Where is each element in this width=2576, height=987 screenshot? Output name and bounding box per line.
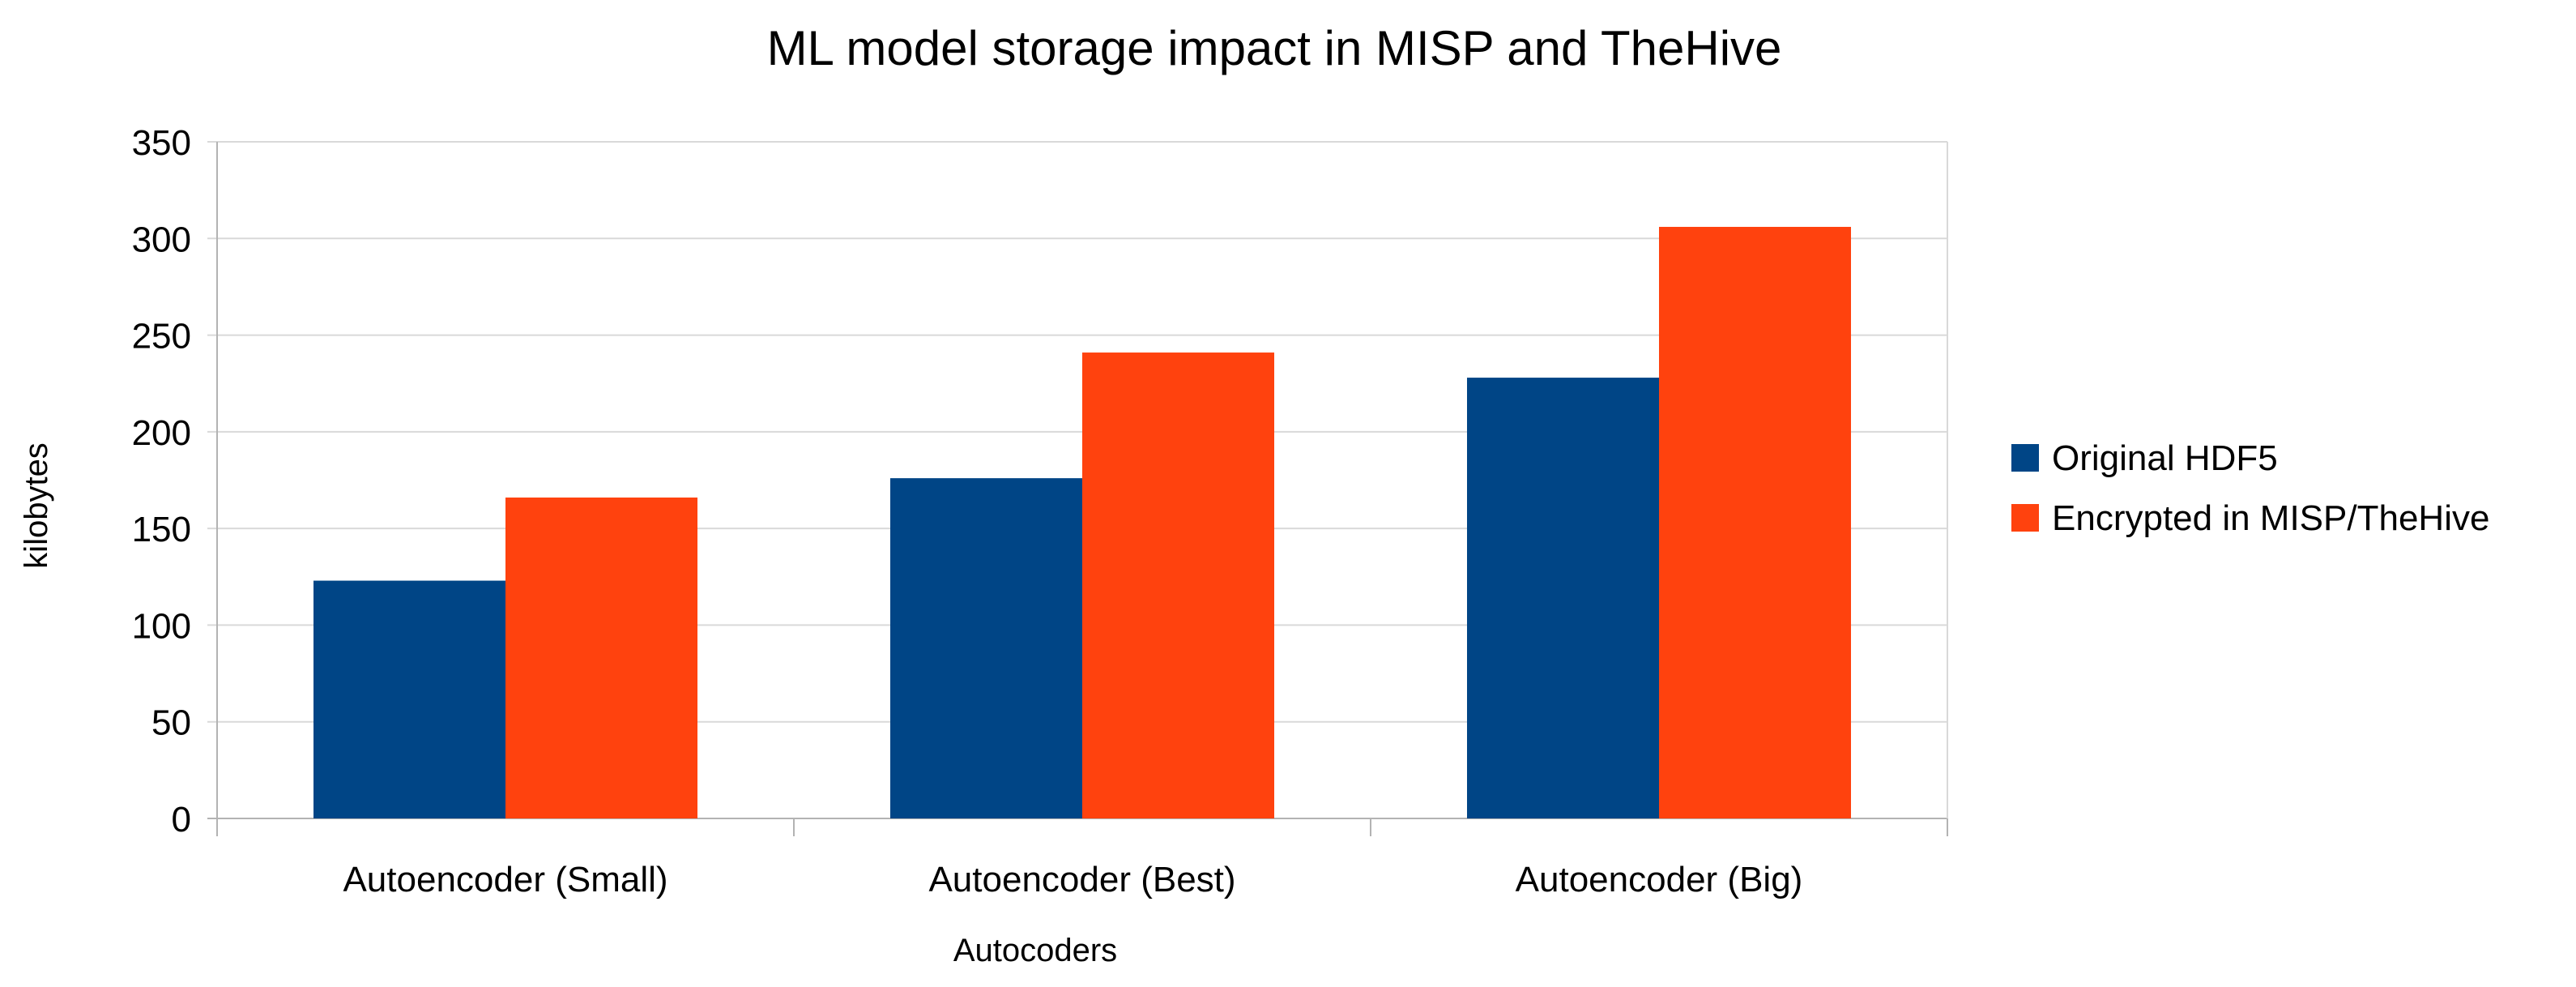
bar — [1467, 378, 1659, 818]
y-tick-label: 50 — [151, 703, 191, 743]
legend: Original HDF5 Encrypted in MISP/TheHive — [2011, 438, 2489, 538]
y-tick-label: 250 — [132, 317, 191, 357]
x-category-label: Autoencoder (Best) — [928, 860, 1235, 899]
bar — [1659, 226, 1851, 818]
legend-label: Encrypted in MISP/TheHive — [2052, 498, 2489, 538]
legend-label: Original HDF5 — [2052, 438, 2278, 478]
x-category-label: Autoencoder (Small) — [343, 860, 667, 899]
legend-swatch — [2011, 504, 2039, 532]
y-axis-title: kilobytes — [19, 442, 54, 569]
x-axis-title: Autocoders — [953, 933, 1117, 968]
chart-title: ML model storage impact in MISP and TheH… — [767, 21, 1782, 75]
x-category-labels: Autoencoder (Small) Autoencoder (Best) Aut… — [343, 860, 1802, 899]
bar — [1082, 352, 1274, 818]
y-tick-label: 150 — [132, 510, 191, 549]
legend-swatch — [2011, 444, 2039, 472]
axes — [216, 142, 1948, 836]
y-tick-labels: 0 50 100 150 200 250 300 350 — [132, 123, 191, 840]
y-tick-label: 300 — [132, 220, 191, 259]
y-tick-label: 100 — [132, 606, 191, 646]
x-category-label: Autoencoder (Big) — [1516, 860, 1803, 899]
bar — [505, 497, 697, 818]
y-tick-label: 350 — [132, 123, 191, 163]
y-tick-label: 200 — [132, 413, 191, 453]
bar — [313, 580, 505, 818]
y-tick-label: 0 — [172, 800, 191, 840]
bar — [890, 478, 1082, 818]
bars — [313, 226, 1851, 818]
